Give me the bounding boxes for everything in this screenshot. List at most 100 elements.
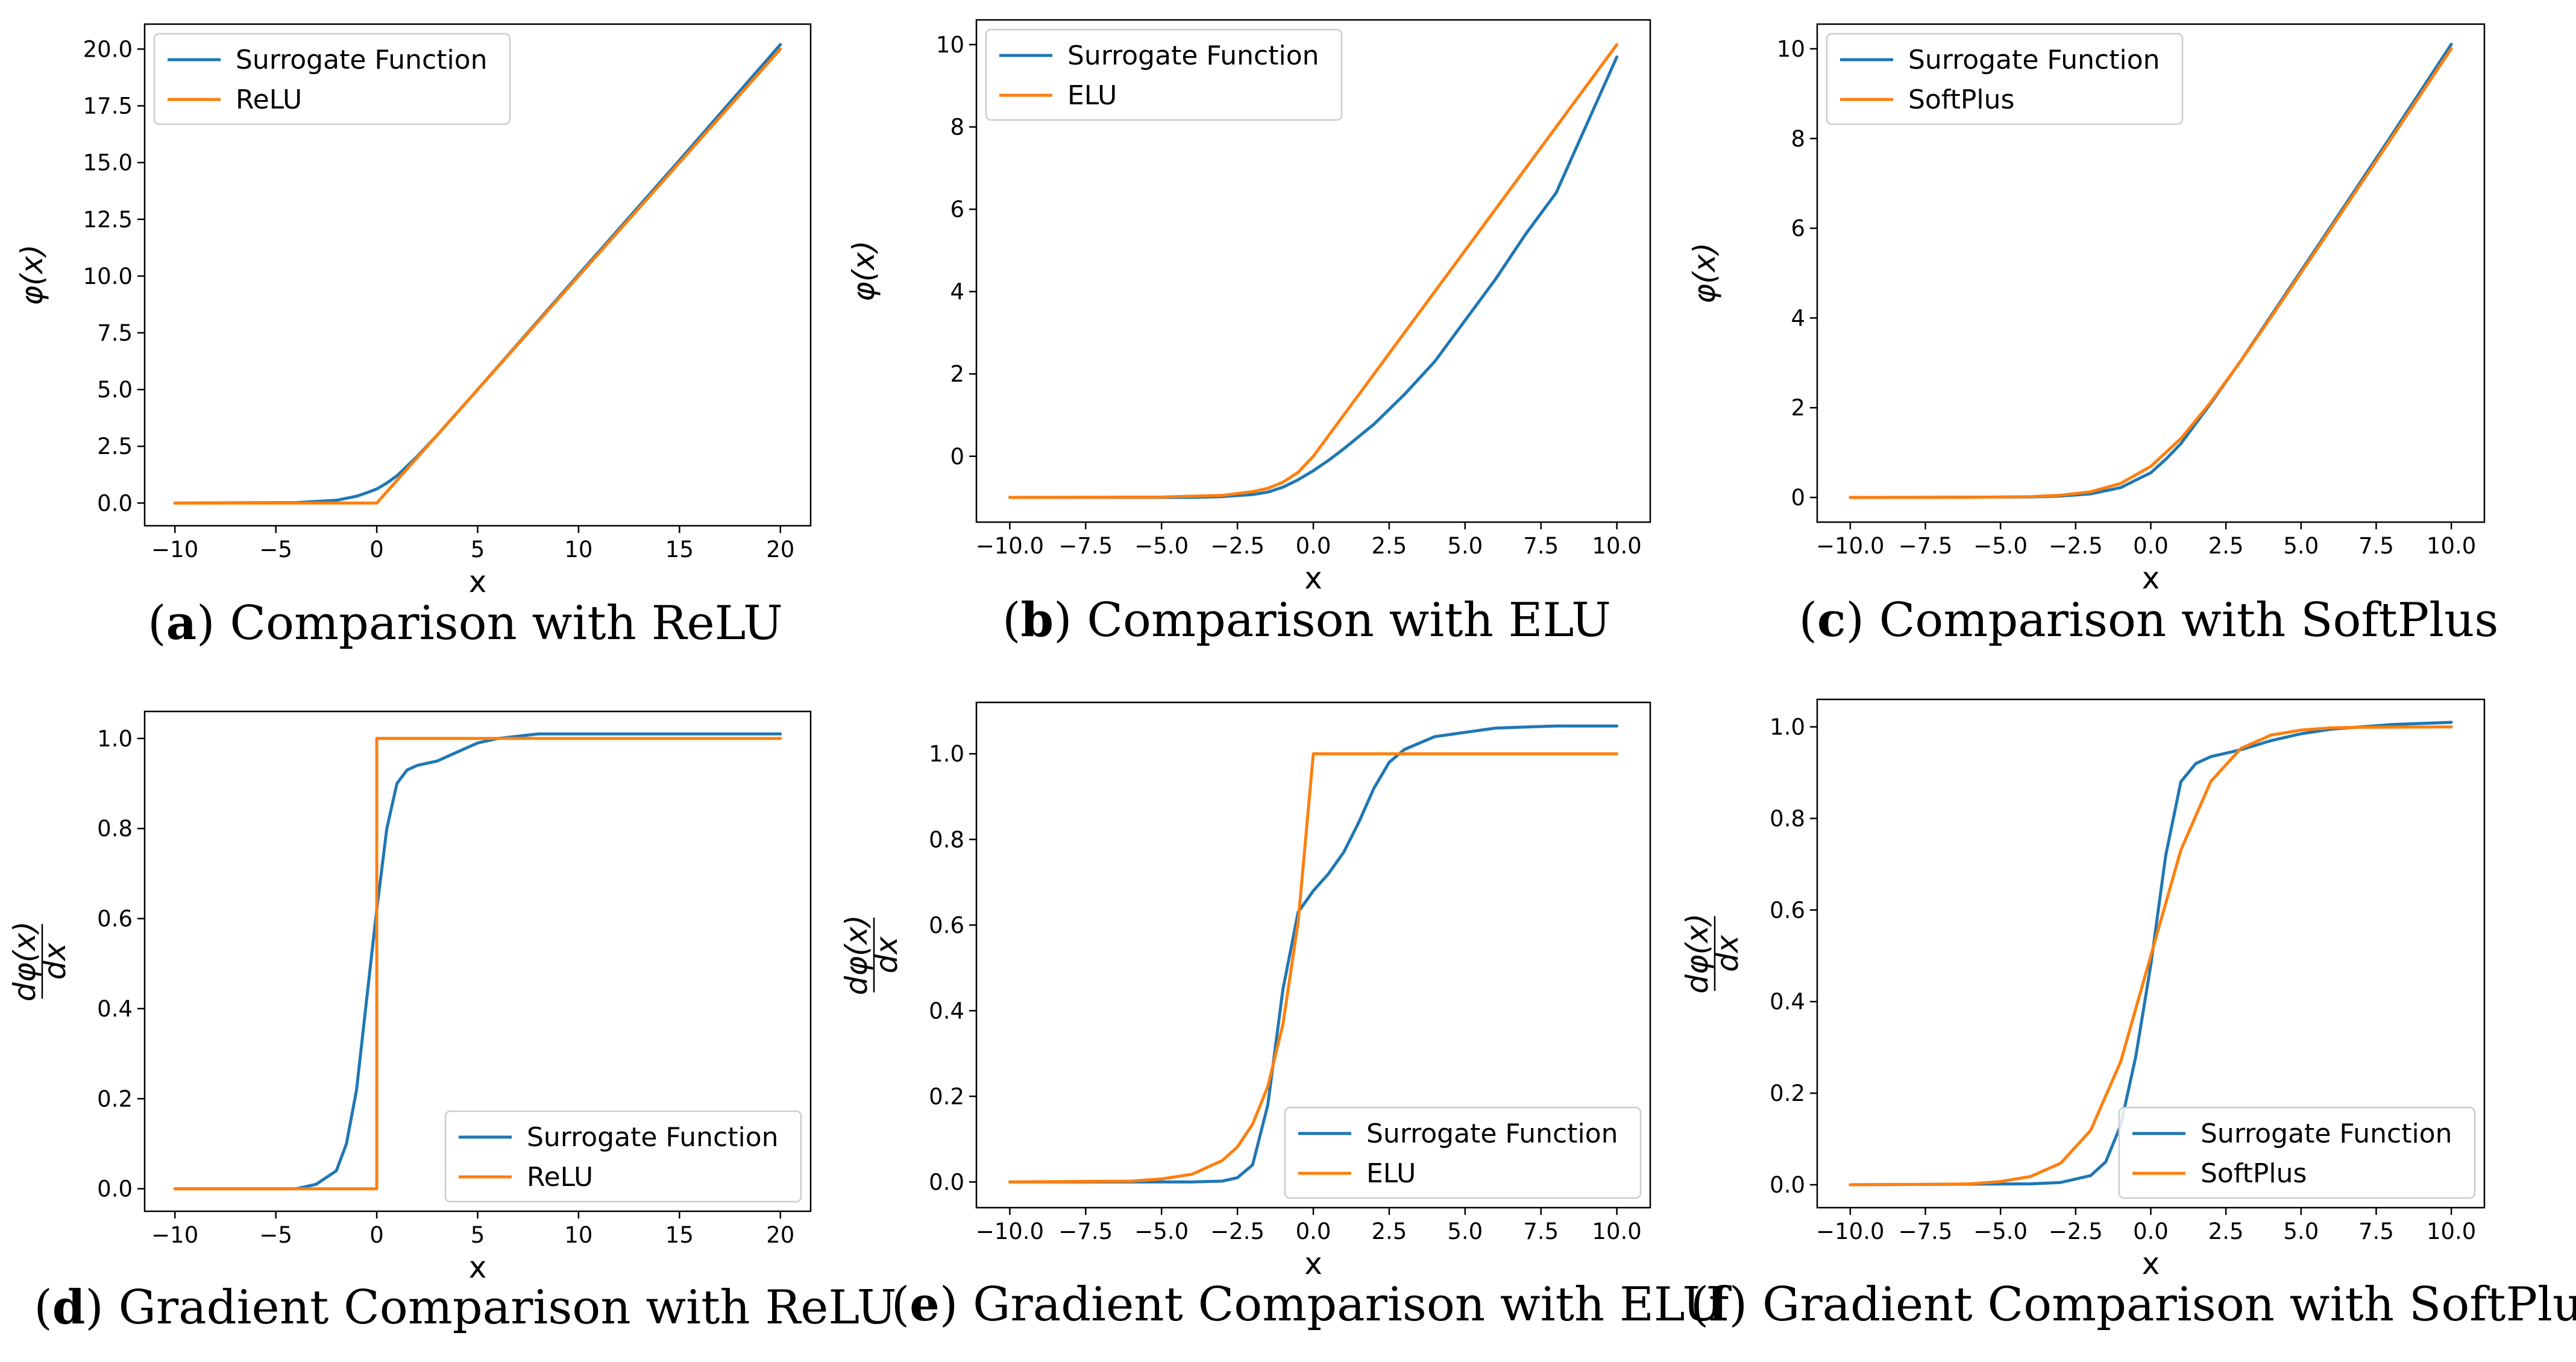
y-tick-label: 0 bbox=[1791, 485, 1805, 511]
x-tick-label: −5.0 bbox=[1973, 533, 2028, 559]
series-line-relu bbox=[173, 737, 782, 1191]
y-tick-label: 0.8 bbox=[97, 816, 133, 842]
chart-panel-a: −10 −5 0 5 10 15 20 0.0 2.5 5.0 7.5 10.0 12.5 15.0 17.… bbox=[14, 23, 812, 651]
y-tick-label: 0.4 bbox=[1770, 989, 1805, 1015]
x-tick-label: 2.5 bbox=[2208, 1219, 2244, 1244]
legend-box bbox=[1284, 1106, 1642, 1199]
x-tick-label: −5 bbox=[259, 1222, 292, 1248]
x-tick-label: 0 bbox=[369, 1222, 384, 1248]
y-label-numerator: dφ(x) bbox=[7, 921, 42, 1001]
x-tick-label: 0.0 bbox=[1296, 533, 1331, 559]
x-axis-label: x bbox=[1304, 1246, 1322, 1281]
legend: Surrogate Function SoftPlus bbox=[2118, 1106, 2476, 1199]
series-line-softplus bbox=[1849, 725, 2453, 1187]
y-tick-label: 0.4 bbox=[97, 996, 133, 1022]
y-tick-label: 4 bbox=[1791, 305, 1805, 331]
legend-label: Surrogate Function bbox=[2201, 1118, 2452, 1149]
x-tick-label: 0.0 bbox=[1296, 1219, 1331, 1244]
subfigure-caption: (f) Gradient Comparison with SoftPlus bbox=[1691, 1277, 2576, 1332]
legend-label: Surrogate Function bbox=[236, 45, 488, 75]
y-tick-label: 0.2 bbox=[1770, 1080, 1805, 1106]
x-tick-label: 5.0 bbox=[1447, 533, 1483, 559]
y-tick-label: 10 bbox=[936, 32, 964, 58]
y-tick-label: 0 bbox=[950, 444, 964, 470]
y-tick-label: 0.2 bbox=[97, 1086, 133, 1112]
series-line-elu bbox=[1008, 43, 1619, 499]
x-tick-label: −7.5 bbox=[1058, 1219, 1113, 1244]
subfigure-caption: (a) Comparison with ReLU bbox=[148, 596, 783, 651]
x-tick-label: 20 bbox=[766, 1222, 794, 1248]
caption-text: Comparison with ELU bbox=[1087, 593, 1611, 648]
x-tick-label: 0.0 bbox=[2133, 533, 2169, 559]
legend-label: ELU bbox=[1366, 1158, 1416, 1189]
legend-label: ELU bbox=[1067, 80, 1117, 111]
x-tick-label: −10 bbox=[151, 1222, 198, 1248]
x-tick-label: 10.0 bbox=[1592, 1219, 1641, 1244]
subfigure-caption: (e) Gradient Comparison with ELU bbox=[891, 1277, 1722, 1332]
x-tick-label: 7.5 bbox=[1523, 1219, 1559, 1244]
y-tick-label: 2 bbox=[950, 361, 964, 387]
legend-box bbox=[985, 28, 1343, 121]
legend-box bbox=[153, 33, 511, 125]
subfigure-caption: (d) Gradient Comparison with ReLU bbox=[34, 1280, 896, 1335]
y-tick-label: 0.0 bbox=[97, 490, 133, 516]
plot-area bbox=[1849, 43, 2453, 499]
y-tick-label: 5.0 bbox=[97, 377, 133, 403]
y-label-denominator: dx bbox=[1710, 935, 1745, 972]
x-tick-label: 5 bbox=[471, 1222, 485, 1248]
legend-label: SoftPlus bbox=[2201, 1158, 2307, 1189]
y-label-denominator: dx bbox=[869, 936, 904, 974]
axes-frame bbox=[1816, 698, 2486, 1209]
y-axis-label: φ(x) bbox=[1687, 242, 1722, 304]
subfigure-caption: (b) Comparison with ELU bbox=[1002, 593, 1611, 648]
y-tick-label: 8 bbox=[950, 115, 964, 140]
x-axis-label: x bbox=[1304, 561, 1322, 596]
y-axis-label-fraction: dφ(x)dx bbox=[839, 915, 904, 995]
chart-panel-e: −10.0 −7.5 −5.0 −2.5 0.0 2.5 5.0 7.5 10.0 0.0 0.2 0… bbox=[839, 701, 1722, 1332]
legend: Surrogate Function ELU bbox=[985, 28, 1343, 121]
x-axis-label: x bbox=[2142, 561, 2160, 596]
x-tick-label: 2.5 bbox=[2208, 533, 2244, 559]
y-tick-label: 10.0 bbox=[83, 263, 133, 289]
x-tick-label: −10 bbox=[151, 537, 198, 563]
y-axis-label: φ(x) bbox=[14, 244, 49, 306]
y-tick-label: 6 bbox=[950, 197, 964, 222]
x-tick-label: −10.0 bbox=[976, 533, 1044, 559]
y-tick-label: 0.6 bbox=[1770, 897, 1805, 923]
x-tick-label: 0 bbox=[369, 537, 384, 563]
x-tick-label: −5.0 bbox=[1973, 1219, 2028, 1244]
caption-text: Gradient Comparison with ELU bbox=[973, 1278, 1722, 1332]
x-tick-label: 5.0 bbox=[1447, 1219, 1483, 1244]
x-tick-label: −2.5 bbox=[2049, 533, 2103, 559]
axes-frame bbox=[143, 710, 812, 1212]
y-tick-label: 0.6 bbox=[929, 912, 964, 938]
legend-label: Surrogate Function bbox=[1366, 1118, 1618, 1149]
y-tick-label: 17.5 bbox=[83, 93, 133, 119]
y-tick-label: 0.8 bbox=[1770, 806, 1805, 831]
x-tick-label: −5 bbox=[259, 537, 292, 563]
x-tick-label: −7.5 bbox=[1899, 1219, 1953, 1244]
axes-frame bbox=[1816, 23, 2486, 523]
x-tick-label: 10.0 bbox=[2427, 533, 2476, 559]
legend-box bbox=[2118, 1106, 2476, 1199]
x-tick-label: 5.0 bbox=[2283, 533, 2319, 559]
legend: Surrogate Function ReLU bbox=[444, 1110, 802, 1203]
caption-letter: c bbox=[1817, 593, 1846, 648]
x-axis-label: x bbox=[469, 564, 487, 599]
y-tick-label: 12.5 bbox=[83, 207, 133, 233]
x-tick-label: −2.5 bbox=[2049, 1219, 2103, 1244]
series-line-elu bbox=[1008, 752, 1619, 1184]
legend: Surrogate Function ReLU bbox=[153, 33, 511, 125]
x-tick-label: −2.5 bbox=[1210, 533, 1264, 559]
x-tick-label: −7.5 bbox=[1058, 533, 1113, 559]
chart-panel-c: −10.0 −7.5 −5.0 −2.5 0.0 2.5 5.0 7.5 10.0 0 2 4 6 8 10… bbox=[1687, 23, 2499, 648]
subfigure-caption: (c) Comparison with SoftPlus bbox=[1799, 593, 2499, 648]
y-tick-label: 2.5 bbox=[97, 434, 133, 459]
plot-area bbox=[1849, 720, 2453, 1187]
y-tick-label: 0.6 bbox=[97, 906, 133, 932]
caption-letter: f bbox=[1709, 1277, 1732, 1332]
x-tick-label: 7.5 bbox=[1523, 533, 1559, 559]
y-tick-label: 8 bbox=[1791, 126, 1805, 152]
x-tick-label: −10.0 bbox=[1816, 1219, 1884, 1244]
legend: Surrogate Function SoftPlus bbox=[1826, 33, 2184, 125]
